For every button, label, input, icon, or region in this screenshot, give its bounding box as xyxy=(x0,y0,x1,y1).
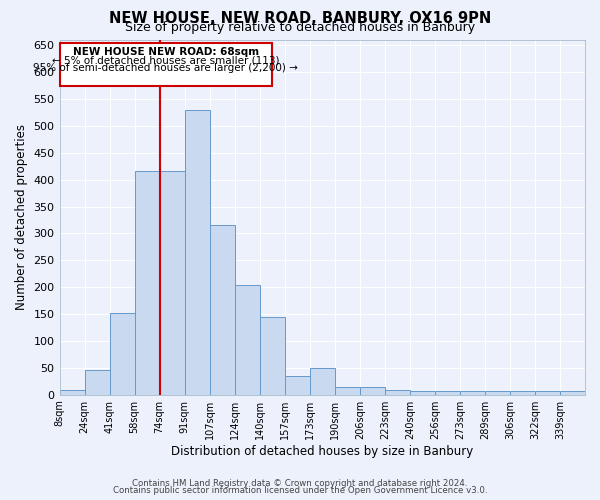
FancyBboxPatch shape xyxy=(59,42,272,86)
Bar xyxy=(560,392,585,394)
Bar xyxy=(185,110,209,395)
X-axis label: Distribution of detached houses by size in Banbury: Distribution of detached houses by size … xyxy=(171,444,473,458)
Bar xyxy=(110,313,134,394)
Bar xyxy=(209,226,235,394)
Bar xyxy=(235,285,260,395)
Bar xyxy=(59,390,85,394)
Text: Size of property relative to detached houses in Banbury: Size of property relative to detached ho… xyxy=(125,22,475,35)
Bar xyxy=(435,392,460,394)
Bar xyxy=(85,370,110,394)
Text: Contains HM Land Registry data © Crown copyright and database right 2024.: Contains HM Land Registry data © Crown c… xyxy=(132,478,468,488)
Bar xyxy=(335,386,360,394)
Bar xyxy=(160,171,185,394)
Text: ← 5% of detached houses are smaller (113): ← 5% of detached houses are smaller (113… xyxy=(52,55,280,65)
Bar xyxy=(310,368,335,394)
Bar xyxy=(535,392,560,394)
Text: Contains public sector information licensed under the Open Government Licence v3: Contains public sector information licen… xyxy=(113,486,487,495)
Bar xyxy=(485,392,510,394)
Bar xyxy=(410,392,435,394)
Bar xyxy=(134,171,160,394)
Bar xyxy=(285,376,310,394)
Bar xyxy=(385,390,410,394)
Y-axis label: Number of detached properties: Number of detached properties xyxy=(15,124,28,310)
Bar xyxy=(510,392,535,394)
Bar xyxy=(460,392,485,394)
Text: NEW HOUSE, NEW ROAD, BANBURY, OX16 9PN: NEW HOUSE, NEW ROAD, BANBURY, OX16 9PN xyxy=(109,11,491,26)
Bar xyxy=(260,318,285,394)
Bar xyxy=(360,387,385,394)
Text: NEW HOUSE NEW ROAD: 68sqm: NEW HOUSE NEW ROAD: 68sqm xyxy=(73,47,259,57)
Text: 95% of semi-detached houses are larger (2,200) →: 95% of semi-detached houses are larger (… xyxy=(34,63,298,73)
